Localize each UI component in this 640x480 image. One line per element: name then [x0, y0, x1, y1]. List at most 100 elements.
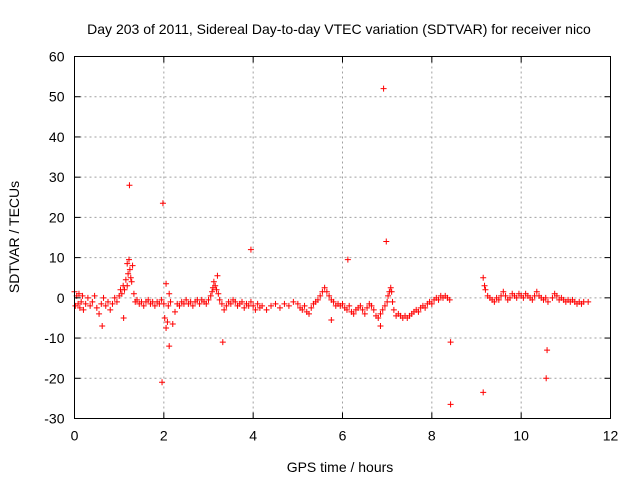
- data-point: [317, 292, 324, 299]
- data-point: [384, 298, 391, 305]
- data-point: [252, 306, 259, 313]
- plot-frame: [74, 56, 611, 419]
- data-point: [308, 304, 315, 311]
- data-point: [96, 310, 103, 317]
- x-axis-label: GPS time / hours: [287, 459, 394, 475]
- y-tick-label: 20: [49, 209, 65, 225]
- axis-layer: 0 2 4 6 8 10 12 -30 -20 -10 0 10 20 30 40 50 60: [44, 49, 618, 444]
- data-point: [75, 290, 82, 297]
- data-point: [294, 300, 301, 307]
- data-point: [124, 260, 131, 267]
- data-point: [377, 310, 384, 317]
- data-point: [221, 306, 228, 313]
- data-point: [346, 302, 353, 309]
- data-point: [328, 316, 335, 323]
- data-point: [422, 304, 429, 311]
- data-point: [210, 278, 217, 285]
- data-point: [163, 280, 170, 287]
- data-point: [75, 300, 82, 307]
- data-point: [247, 298, 254, 305]
- points-layer: [71, 85, 592, 408]
- data-point: [263, 306, 270, 313]
- data-point: [500, 288, 507, 295]
- data-point: [339, 300, 346, 307]
- data-point: [239, 298, 245, 305]
- y-tick-label: 50: [49, 89, 65, 105]
- y-tick-label: -20: [44, 370, 64, 386]
- data-point: [306, 310, 312, 317]
- data-point: [375, 314, 382, 321]
- data-point: [100, 294, 107, 301]
- data-point: [415, 308, 422, 315]
- data-point: [163, 325, 170, 331]
- data-point: [172, 308, 178, 315]
- data-point: [98, 300, 105, 307]
- data-point: [125, 256, 132, 263]
- data-point: [128, 278, 135, 285]
- data-point: [390, 306, 397, 313]
- data-point: [189, 302, 196, 309]
- data-point: [290, 298, 297, 305]
- data-point: [285, 302, 292, 309]
- data-point: [272, 300, 279, 307]
- x-tick-label: 0: [71, 428, 79, 444]
- data-point: [129, 262, 136, 269]
- data-point: [167, 298, 174, 305]
- data-point: [127, 274, 134, 281]
- y-tick-label: 10: [49, 250, 65, 266]
- data-point: [480, 274, 487, 281]
- data-point: [299, 306, 306, 313]
- data-point: [216, 296, 223, 303]
- data-point: [107, 306, 114, 313]
- data-point: [125, 270, 132, 277]
- data-point: [254, 300, 261, 307]
- data-point: [113, 298, 120, 305]
- data-point: [544, 298, 551, 305]
- data-point: [151, 302, 158, 309]
- data-point: [491, 298, 498, 305]
- data-point: [326, 292, 333, 299]
- data-point: [166, 343, 173, 350]
- data-point: [321, 284, 328, 291]
- data-point: [126, 182, 133, 189]
- data-point: [218, 300, 225, 307]
- data-point: [140, 302, 147, 309]
- data-point: [84, 294, 91, 301]
- data-point: [76, 304, 83, 311]
- data-point: [268, 302, 275, 309]
- data-point: [364, 304, 371, 311]
- data-point: [446, 296, 453, 303]
- data-point: [126, 266, 133, 273]
- data-point: [159, 379, 166, 386]
- data-point: [357, 302, 364, 309]
- data-point: [435, 296, 442, 303]
- data-point: [507, 294, 513, 301]
- data-point: [343, 306, 350, 313]
- data-point: [118, 290, 125, 297]
- data-point: [350, 310, 357, 317]
- data-point: [214, 272, 221, 279]
- data-point: [301, 302, 308, 309]
- data-point: [78, 298, 85, 305]
- y-tick-label: -10: [44, 330, 64, 346]
- x-tick-label: 12: [603, 428, 619, 444]
- x-tick-label: 2: [160, 428, 168, 444]
- data-point: [380, 85, 387, 92]
- data-point: [223, 302, 230, 309]
- data-point: [368, 302, 375, 309]
- data-point: [89, 298, 96, 305]
- data-point: [250, 302, 257, 309]
- data-point: [161, 314, 168, 321]
- data-point: [207, 292, 214, 299]
- data-point: [529, 296, 536, 303]
- data-point: [370, 306, 377, 313]
- data-point: [145, 296, 152, 303]
- data-point: [585, 298, 592, 305]
- data-point: [121, 286, 128, 293]
- x-tick-label: 8: [428, 428, 436, 444]
- data-point: [203, 300, 210, 307]
- data-point: [533, 288, 540, 295]
- data-point: [120, 314, 127, 321]
- data-point: [388, 288, 395, 295]
